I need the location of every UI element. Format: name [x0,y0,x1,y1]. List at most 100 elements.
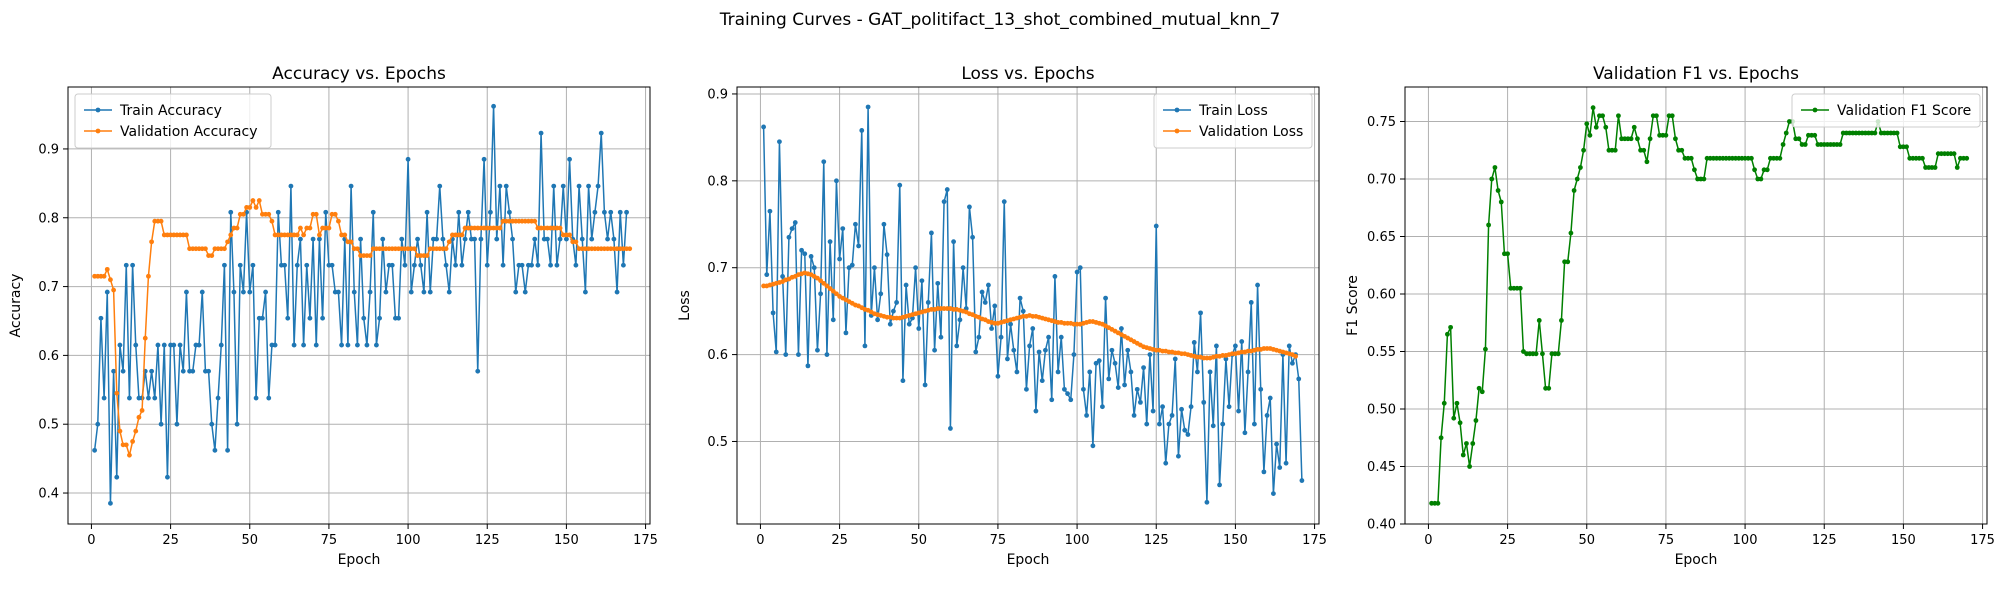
x-tick-label: 75 [990,533,1007,548]
data-point [770,310,776,316]
data-point [241,289,246,295]
data-point [538,130,544,136]
data-point [1020,308,1026,314]
data-point [1160,404,1165,410]
data-point [1872,130,1878,136]
data-point [339,342,344,348]
data-point [796,352,801,357]
data-point [177,342,183,348]
data-point [412,262,417,268]
data-point [1435,500,1441,506]
data-point [228,209,234,215]
data-point [849,262,855,268]
data-point [142,335,148,341]
data-point [1451,415,1457,421]
data-point [1112,360,1118,366]
data-point [367,253,373,259]
data-point [1103,295,1108,301]
data-point [624,209,629,215]
data-point [951,239,956,245]
y-tick-label: 0.7 [38,280,59,295]
data-point [1058,334,1064,340]
data-point [824,352,830,357]
data-point [367,289,373,295]
data-point [127,452,132,458]
data-point [786,234,792,240]
data-point [1068,397,1074,403]
data-point [307,315,313,321]
data-point [986,282,991,288]
data-point [1131,413,1137,418]
data-point [133,342,139,348]
data-point [592,209,598,215]
data-point [1464,441,1469,446]
data-point [114,474,120,480]
data-point [1236,408,1241,414]
data-point [234,421,240,427]
data-point [228,232,234,238]
y-tick-label: 0.70 [1367,173,1396,188]
data-point [1198,310,1203,316]
legend: Validation F1 Score [1791,93,1981,128]
data-point [602,209,607,215]
data-point [906,321,912,327]
data-point [497,183,503,189]
data-point [291,342,297,348]
data-point [209,253,215,259]
data-point [355,342,360,348]
data-point [294,262,300,268]
data-point [114,390,120,396]
data-point [377,315,382,321]
data-point [583,289,588,295]
data-point [101,395,107,401]
data-point [1749,155,1754,161]
plot-area [737,87,1319,524]
data-point [1492,165,1498,170]
data-point [1286,343,1292,349]
data-point [218,342,224,348]
data-point [1536,318,1542,323]
data-point [1438,435,1444,441]
data-point [859,128,865,133]
data-point [897,182,903,188]
data-point [1138,399,1143,405]
data-point [399,236,405,242]
data-point [1242,430,1248,436]
y-axis-label: F1 Score [1345,275,1361,336]
data-point [440,236,446,242]
data-point [1001,199,1007,205]
data-point [522,289,528,295]
figure-title: Training Curves - GAT_politifact_13_shot… [719,10,1281,30]
data-point [1483,346,1488,352]
data-point [275,209,281,215]
data-point [184,289,189,295]
data-point [916,326,922,331]
x-tick-label: 150 [1223,533,1248,548]
data-point [1954,165,1960,170]
legend-box [74,93,272,149]
data-point [1252,421,1257,427]
data-point [1796,136,1802,142]
data-point [554,262,560,268]
data-point [1296,376,1302,382]
data-point [1248,300,1254,305]
data-point [929,230,934,236]
data-point [830,288,836,294]
data-point [298,236,303,242]
data-point [152,395,158,401]
data-point [1065,391,1070,397]
data-point [1122,382,1127,388]
data-point [998,334,1004,340]
axes-frame [1404,86,1988,525]
data-point [941,199,947,205]
chart-panel-2: 0 25 50 75 100 125 150 175 0.5 0.6 0.7 0.8 0.9 Loss v… [677,64,1327,568]
data-point [532,236,538,242]
legend-marker [95,107,101,113]
data-point [165,474,170,480]
data-point [789,226,795,232]
data-point [1264,413,1270,418]
data-point [1226,404,1232,410]
data-point [1780,142,1786,147]
data-point [1115,385,1121,390]
y-tick-label: 0.8 [38,211,59,226]
